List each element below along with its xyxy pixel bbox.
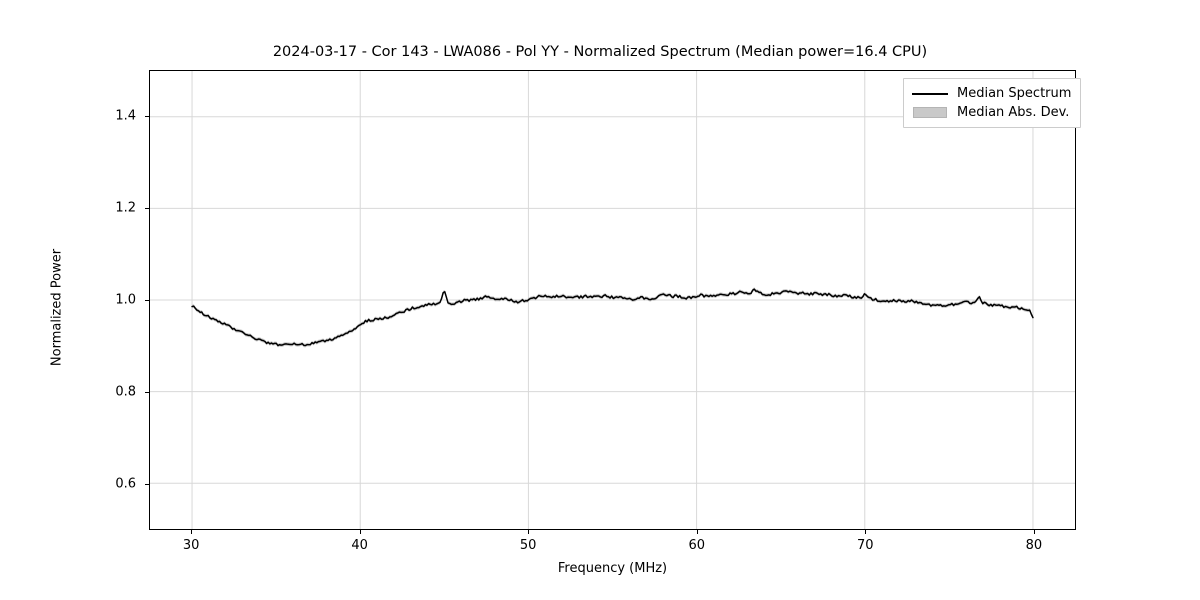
y-tick-label: 1.2: [115, 200, 136, 216]
y-tick-label: 1.4: [115, 108, 136, 124]
spectrum-plot-svg: [150, 71, 1075, 529]
y-tick-label: 0.6: [115, 476, 136, 492]
page-title: 2024-03-17 - Cor 143 - LWA086 - Pol YY -…: [272, 44, 928, 60]
x-tick-mark: [865, 530, 867, 534]
y-axis-label: Normalized Power: [49, 248, 65, 367]
line-swatch-icon: [912, 87, 948, 100]
grid-lines: [150, 71, 1075, 529]
y-tick-label: 1.0: [115, 292, 136, 308]
x-tick-mark: [1033, 530, 1036, 534]
legend-item-median-abs-dev: Median Abs. Dev.: [912, 103, 1071, 122]
x-tick-label: 40: [351, 538, 368, 553]
x-axis-label: Frequency (MHz): [557, 561, 668, 576]
legend-item-median-spectrum: Median Spectrum: [912, 84, 1071, 103]
plot-area: [149, 70, 1076, 530]
legend-label-median-abs-dev: Median Abs. Dev.: [957, 105, 1070, 120]
x-tick-mark: [528, 530, 530, 534]
x-tick-label: 70: [857, 538, 874, 553]
x-tick-mark: [359, 530, 361, 534]
x-tick-label: 80: [1025, 538, 1043, 553]
x-tick-label: 50: [519, 538, 537, 553]
x-tick-label: 60: [688, 538, 706, 553]
legend-label-median-spectrum: Median Spectrum: [957, 86, 1072, 101]
median-spectrum-line: [191, 288, 1034, 347]
x-tick-mark: [191, 530, 193, 534]
patch-swatch-icon: [912, 106, 948, 119]
x-tick-mark: [696, 530, 698, 534]
y-tick-label: 0.8: [115, 384, 136, 400]
legend-box: Median Spectrum Median Abs. Dev.: [903, 78, 1082, 128]
x-tick-label: 30: [182, 538, 200, 553]
